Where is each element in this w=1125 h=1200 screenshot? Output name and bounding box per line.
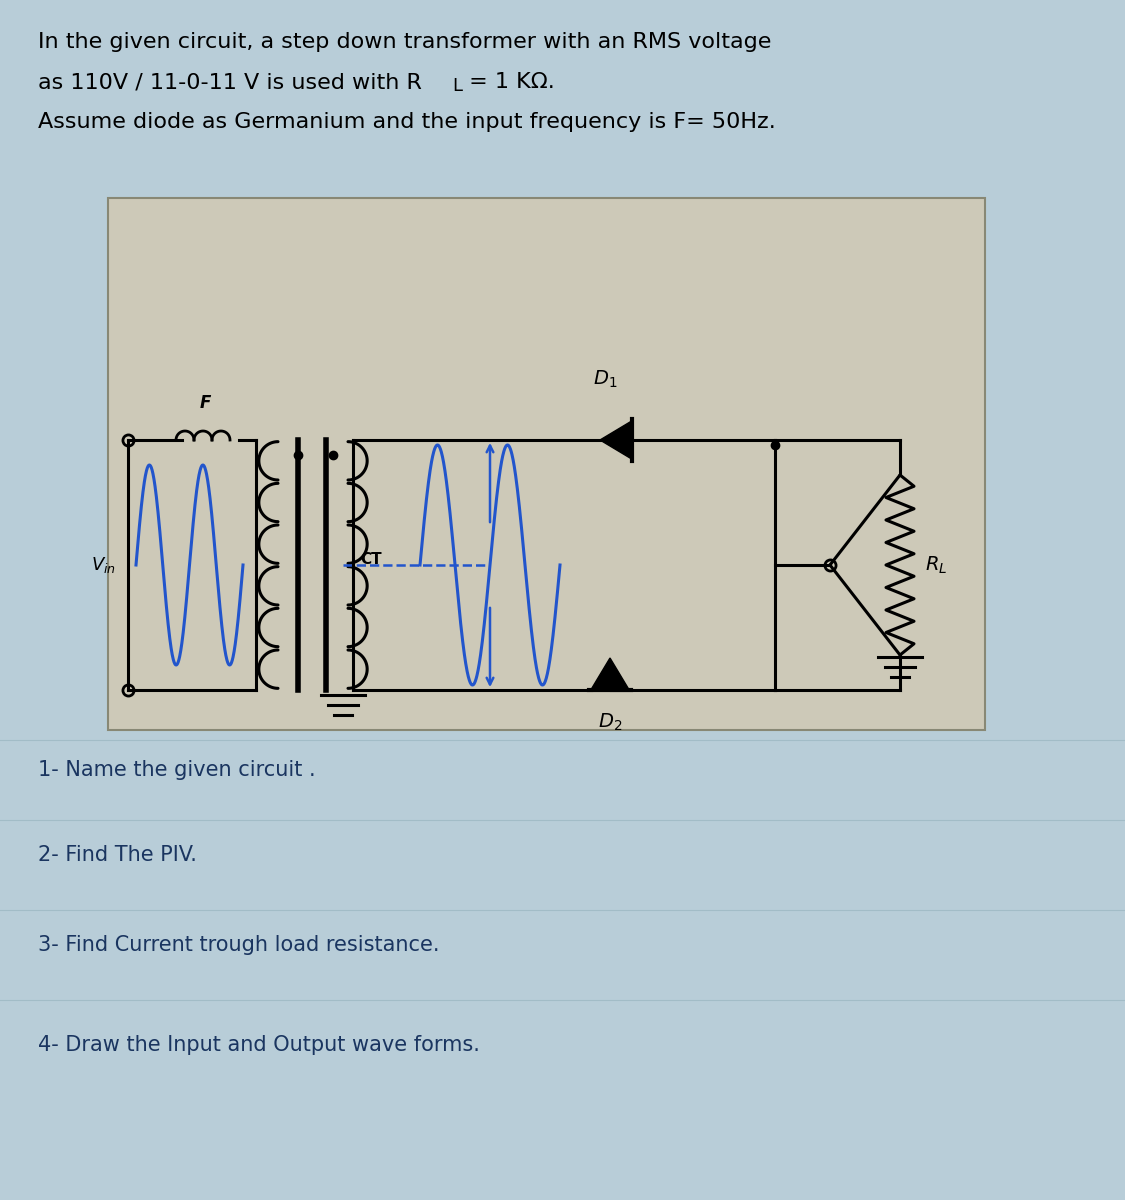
Bar (108, 198, 986, 730)
Text: F: F (199, 394, 210, 412)
Text: 2- Find The PIV.: 2- Find The PIV. (38, 845, 197, 865)
Text: 1- Name the given circuit .: 1- Name the given circuit . (38, 760, 316, 780)
Text: $D_1$: $D_1$ (593, 370, 618, 390)
Polygon shape (591, 658, 629, 690)
Text: 4- Draw the Input and Output wave forms.: 4- Draw the Input and Output wave forms. (38, 1034, 480, 1055)
Text: $V_{in}$: $V_{in}$ (91, 554, 116, 575)
Text: CT: CT (360, 552, 381, 568)
Text: Assume diode as Germanium and the input frequency is F= 50Hz.: Assume diode as Germanium and the input … (38, 112, 776, 132)
Text: In the given circuit, a step down transformer with an RMS voltage: In the given circuit, a step down transf… (38, 32, 772, 52)
Text: as 110V / 11-0-11 V is used with R: as 110V / 11-0-11 V is used with R (38, 72, 422, 92)
Text: L: L (452, 77, 462, 95)
Text: $R_L$: $R_L$ (925, 554, 947, 576)
Polygon shape (600, 421, 632, 460)
Text: 3- Find Current trough load resistance.: 3- Find Current trough load resistance. (38, 935, 440, 955)
Text: = 1 KΩ.: = 1 KΩ. (462, 72, 555, 92)
Text: $D_2$: $D_2$ (597, 712, 622, 733)
